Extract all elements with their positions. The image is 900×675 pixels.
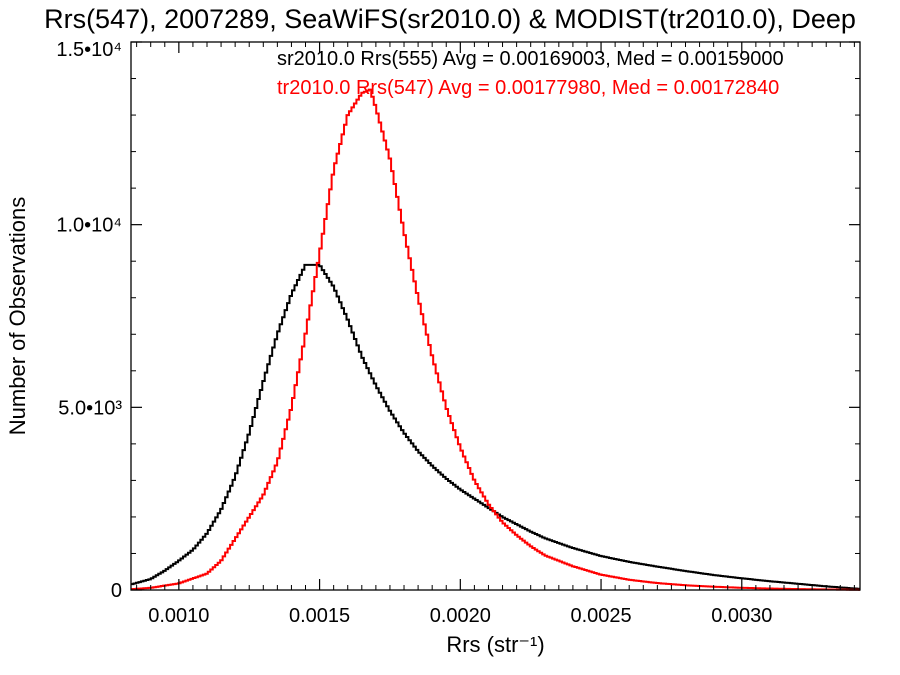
x-tick-label: 0.0010	[148, 605, 209, 627]
plot-frame	[130, 41, 861, 591]
legend: sr2010.0 Rrs(555) Avg = 0.00169003, Med …	[277, 48, 784, 99]
x-tick-label: 0.0020	[430, 605, 491, 627]
ticks-layer: 0.0010 0.0015 0.0020 0.0025 0.0030 0 5.0•10³ 1.…	[56, 39, 860, 627]
legend-entry: sr2010.0 Rrs(555) Avg = 0.00169003, Med …	[277, 48, 784, 70]
x-tick-label: 0.0030	[711, 605, 772, 627]
y-tick-label: 0	[111, 580, 122, 602]
chart-title: Rrs(547), 2007289, SeaWiFS(sr2010.0) & M…	[44, 4, 856, 34]
y-tick-label: 1.5•10⁴	[56, 39, 122, 61]
legend-entry: tr2010.0 Rrs(547) Avg = 0.00177980, Med …	[277, 77, 779, 99]
y-axis-label: Number of Observations	[5, 197, 30, 435]
series-layer	[131, 88, 861, 591]
y-tick-label: 5.0•10³	[58, 397, 122, 419]
x-tick-label: 0.0025	[570, 605, 631, 627]
y-tick-label: 1.0•10⁴	[56, 215, 122, 237]
series-sr2010-line	[131, 263, 861, 590]
x-axis-label: Rrs (str⁻¹)	[446, 632, 544, 657]
x-tick-label: 0.0015	[289, 605, 350, 627]
series-tr2010-line	[131, 88, 861, 591]
